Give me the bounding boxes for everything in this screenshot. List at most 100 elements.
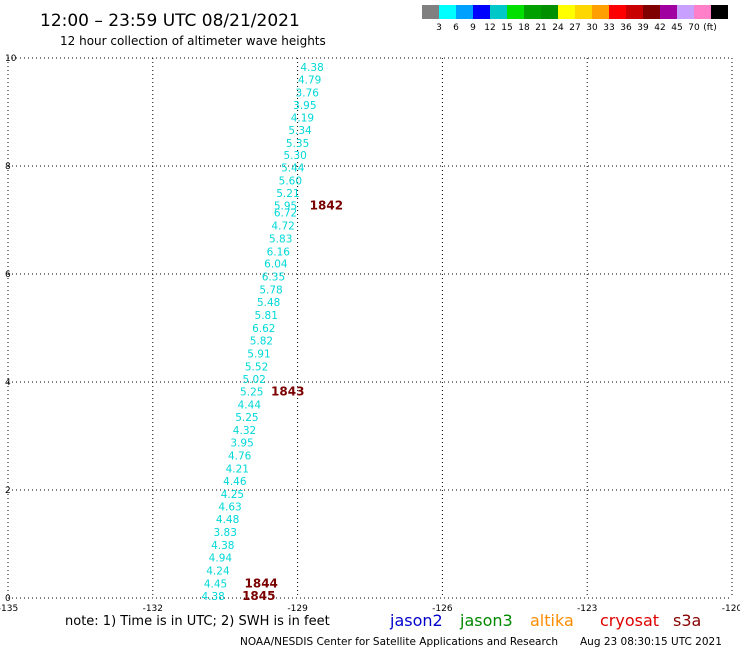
wave-height-value: 4.19	[291, 112, 314, 124]
cycle-label: 1843	[271, 385, 304, 399]
x-tick-label: -120	[722, 604, 740, 614]
colorbar-label: 36	[620, 23, 632, 33]
colorbar-label: 42	[654, 23, 665, 33]
wave-height-value: 5.52	[245, 361, 268, 373]
colorbar-swatch	[711, 5, 728, 19]
wave-height-value: 5.60	[279, 176, 302, 188]
wave-height-value: 4.72	[271, 220, 294, 232]
y-tick-label: 2	[5, 486, 11, 496]
wave-height-value: 4.21	[226, 463, 249, 475]
colorbar-swatch	[422, 5, 439, 19]
colorbar-swatch	[558, 5, 575, 19]
colorbar-label: 15	[501, 23, 512, 33]
footer-credit: NOAA/NESDIS Center for Satellite Applica…	[240, 636, 558, 648]
colorbar-swatch	[575, 5, 592, 19]
colorbar-swatch	[490, 5, 507, 19]
colorbar-swatch	[592, 5, 609, 19]
colorbar-swatch	[456, 5, 473, 19]
colorbar-swatch	[660, 5, 677, 19]
colorbar-label: 21	[535, 23, 546, 33]
satellite-legend-cryosat: cryosat	[600, 611, 659, 630]
x-tick-label: -126	[432, 604, 453, 614]
satellite-legend-altika: altika	[530, 611, 574, 630]
colorbar-label: 3	[436, 23, 442, 33]
wave-height-value: 4.76	[228, 450, 252, 462]
colorbar-swatch	[473, 5, 490, 19]
axis-tick-labels: -135 -132 -129 -126 -123 -120 10 8 6 4 2 0	[0, 54, 740, 614]
cycle-label: 1844	[245, 576, 278, 590]
plot-grid	[7, 57, 733, 599]
y-tick-label: 8	[5, 162, 11, 172]
colorbar-swatch	[643, 5, 660, 19]
wave-height-value: 3.83	[214, 527, 237, 539]
colorbar-label: 39	[637, 23, 649, 33]
y-tick-label: 10	[5, 54, 17, 64]
chart-subtitle: 12 hour collection of altimeter wave hei…	[60, 34, 326, 48]
wave-height-value: 5.81	[255, 310, 278, 322]
colorbar-swatch	[507, 5, 524, 19]
wave-height-value: 5.83	[269, 233, 292, 245]
wave-height-value: 5.91	[247, 348, 270, 360]
wave-height-value: 4.63	[218, 502, 241, 514]
chart-title: 12:00 – 23:59 UTC 08/21/2021	[40, 11, 300, 31]
colorbar-label: 12	[484, 23, 495, 33]
colorbar-swatch	[439, 5, 456, 19]
wave-height-value: 3.95	[293, 100, 316, 112]
x-tick-label: -132	[143, 604, 163, 614]
wave-height-value: 5.78	[259, 285, 282, 297]
satellite-legend-jason3: jason3	[459, 611, 513, 630]
wave-height-value: 6.04	[264, 259, 288, 271]
colorbar-label: 6	[453, 23, 459, 33]
wave-height-value: 6.62	[252, 323, 275, 335]
wave-height-value: 4.38	[300, 62, 323, 74]
colorbar-unit: (ft)	[703, 23, 717, 33]
wave-height-value: 3.95	[230, 437, 253, 449]
wave-height-value: 5.95	[274, 200, 297, 212]
wave-height-value: 5.30	[283, 150, 306, 162]
wave-height-value: 4.79	[298, 75, 321, 87]
wave-height-value: 5.82	[250, 335, 273, 347]
wave-height-value: 4.48	[216, 514, 239, 526]
wave-height-value: 4.94	[209, 553, 233, 565]
satellite-track: 4.384.793.763.954.195.345.355.305.445.60…	[201, 62, 323, 603]
wave-height-value: 6.16	[267, 246, 291, 258]
cycle-label: 1845	[242, 589, 275, 603]
colorbar-swatch	[626, 5, 643, 19]
wave-height-value: 4.38	[211, 540, 234, 552]
wave-height-value: 6.72	[274, 207, 297, 219]
colorbar-swatch	[524, 5, 541, 19]
colorbar-swatch	[541, 5, 558, 19]
x-tick-label: -123	[577, 604, 597, 614]
satellite-legend-jason2: jason2	[389, 611, 443, 630]
y-tick-label: 6	[5, 270, 11, 280]
x-tick-label: -135	[0, 604, 18, 614]
colorbar-label: 9	[470, 23, 476, 33]
wave-height-value: 6.35	[262, 272, 285, 284]
colorbar-label: 27	[569, 23, 580, 33]
wave-height-value: 5.34	[288, 125, 312, 137]
satellite-legend-s3a: s3a	[673, 611, 701, 630]
wave-height-value: 4.24	[206, 565, 230, 577]
colorbar-label: 24	[552, 23, 564, 33]
x-tick-label: -129	[287, 604, 308, 614]
wave-height-value: 4.32	[233, 425, 256, 437]
wave-height-value: 4.38	[201, 591, 224, 603]
colorbar-swatch	[677, 5, 694, 19]
footer-timestamp: Aug 23 08:30:15 UTC 2021	[580, 636, 722, 648]
colorbar-swatch	[609, 5, 626, 19]
colorbar-swatch	[694, 5, 711, 19]
y-tick-label: 4	[5, 378, 11, 388]
colorbar-legend: 3 6 9 12 15 18 21 24 27 30 33 36 39 42 45 70 (ft)	[422, 5, 728, 33]
wave-height-value: 5.35	[286, 138, 309, 150]
wave-height-value: 3.76	[296, 88, 320, 100]
colorbar-label: 18	[518, 23, 530, 33]
units-note: note: 1) Time is in UTC; 2) SWH is in fe…	[65, 614, 330, 629]
y-tick-label: 0	[5, 594, 11, 604]
satellite-legend: jason2 jason3 altika cryosat s3a	[389, 611, 701, 630]
wave-height-value: 5.02	[242, 374, 265, 386]
colorbar-label: 33	[603, 23, 614, 33]
wave-height-value: 5.48	[257, 297, 280, 309]
wave-height-value: 4.46	[223, 476, 247, 488]
